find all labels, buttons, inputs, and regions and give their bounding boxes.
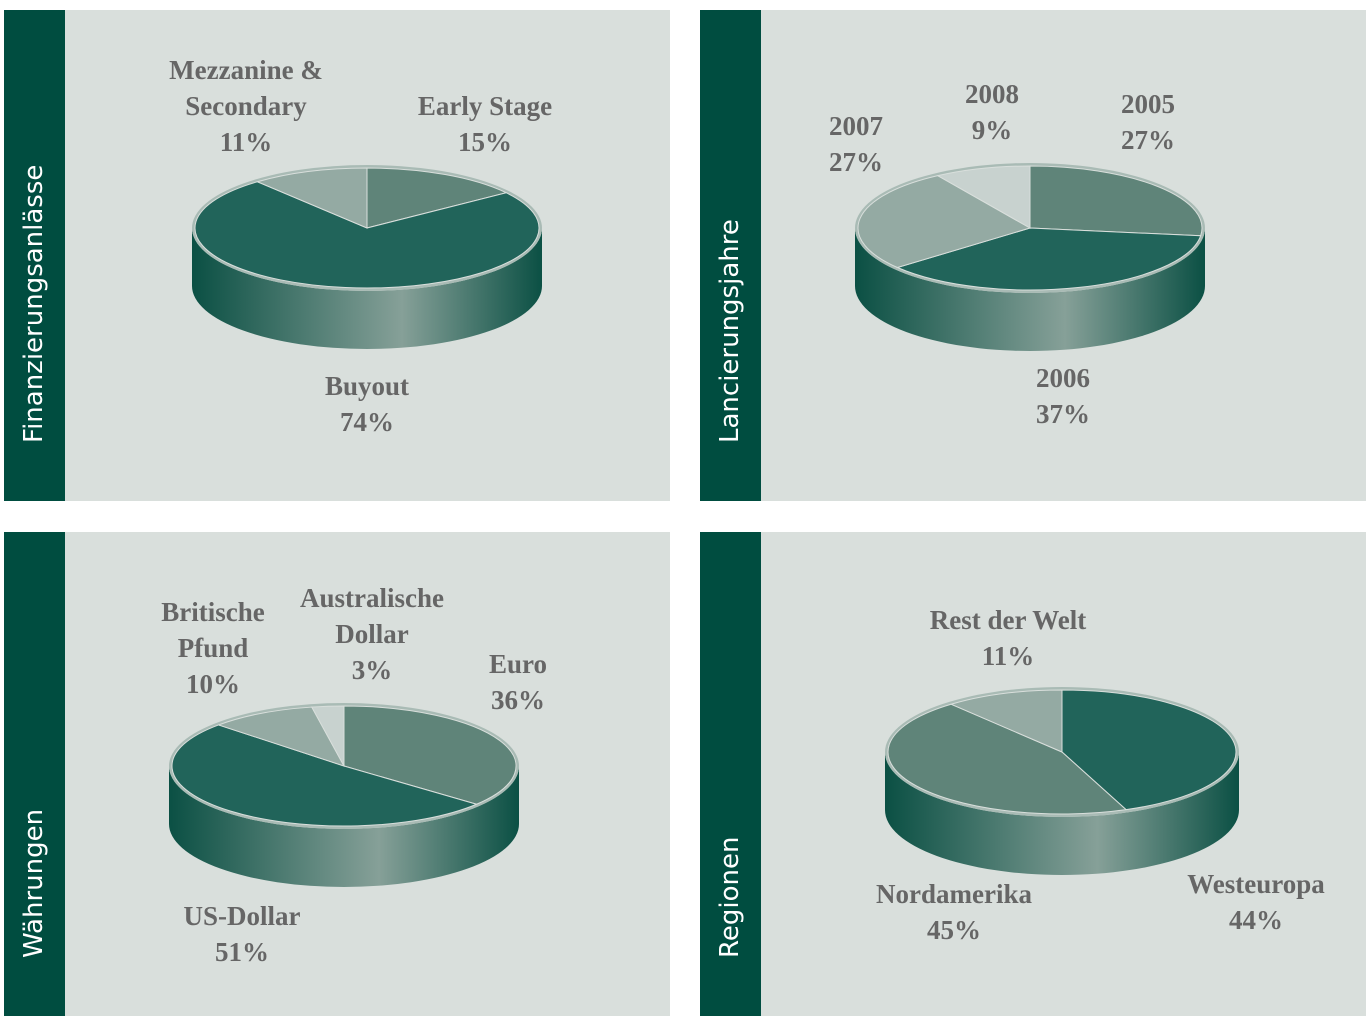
category-name: Early Stage bbox=[417, 91, 553, 121]
pie-slice bbox=[194, 181, 540, 289]
pie-slice bbox=[887, 703, 1128, 815]
slice-label: 2006 37% bbox=[1003, 360, 1123, 432]
category-name: Westeuropa bbox=[1187, 869, 1325, 899]
slice-label: Nordamerika 45% bbox=[854, 876, 1054, 948]
value-label: 10% bbox=[186, 669, 240, 699]
title-strip: Regionen bbox=[700, 532, 761, 1016]
pie-slice bbox=[857, 175, 1032, 269]
category-name: Rest der Welt bbox=[929, 605, 1087, 635]
pie-slice bbox=[1061, 689, 1237, 811]
pie-slice bbox=[949, 689, 1063, 753]
pie-slice bbox=[255, 167, 368, 229]
category-name: Nordamerika bbox=[876, 879, 1032, 909]
slice-label: Buyout 74% bbox=[267, 368, 467, 440]
pie bbox=[169, 703, 519, 887]
value-label: 3% bbox=[351, 655, 393, 685]
category-name: Buyout bbox=[324, 371, 410, 401]
slice-label: US-Dollar 51% bbox=[142, 898, 342, 970]
slice-label: Britische Pfund 10% bbox=[153, 594, 273, 702]
category-name: 2005 bbox=[1121, 89, 1175, 119]
slice-label: Westeuropa 44% bbox=[1156, 866, 1356, 938]
value-label: 44% bbox=[1229, 905, 1283, 935]
value-label: 36% bbox=[491, 685, 545, 715]
pie bbox=[855, 163, 1205, 351]
slice-label: Rest der Welt 11% bbox=[908, 602, 1108, 674]
pie-slice bbox=[896, 227, 1202, 291]
category-name: 2006 bbox=[1036, 363, 1090, 393]
panel: Finanzierungsanlässe bbox=[4, 10, 670, 501]
category-name: Mezzanine & Secondary bbox=[169, 55, 323, 121]
value-label: 9% bbox=[971, 115, 1013, 145]
pie-slice bbox=[343, 705, 517, 805]
pie-slice bbox=[310, 705, 345, 767]
pie-slice bbox=[171, 724, 479, 827]
value-label: 27% bbox=[829, 147, 883, 177]
value-label: 74% bbox=[340, 407, 394, 437]
value-label: 15% bbox=[458, 127, 512, 157]
category-name: Britische Pfund bbox=[161, 597, 265, 663]
value-label: 37% bbox=[1036, 399, 1090, 429]
value-label: 45% bbox=[927, 915, 981, 945]
pie bbox=[885, 687, 1239, 875]
pie-slice bbox=[936, 165, 1031, 229]
slice-label: Australische Dollar 3% bbox=[287, 580, 457, 688]
slice-label: Early Stage 15% bbox=[375, 88, 595, 160]
category-name: Australische Dollar bbox=[300, 583, 444, 649]
title-strip: Lancierungsjahre bbox=[700, 10, 761, 501]
title-strip: Währungen bbox=[4, 532, 65, 1016]
pie-slice bbox=[1029, 165, 1203, 237]
value-label: 11% bbox=[219, 127, 273, 157]
slice-label: 2005 27% bbox=[1088, 86, 1208, 158]
category-name: US-Dollar bbox=[183, 901, 301, 931]
category-name: 2008 bbox=[965, 79, 1019, 109]
value-label: 27% bbox=[1121, 125, 1175, 155]
slice-label: Euro 36% bbox=[458, 646, 578, 718]
pie bbox=[192, 165, 542, 349]
slice-label: 2007 27% bbox=[796, 108, 916, 180]
slice-label: Mezzanine & Secondary 11% bbox=[146, 52, 346, 160]
pie-side bbox=[885, 752, 1239, 875]
slice-label: 2008 9% bbox=[932, 76, 1052, 148]
pie-slice bbox=[217, 706, 346, 767]
pie-slice bbox=[366, 167, 508, 229]
pie-side bbox=[169, 766, 519, 887]
pie-side bbox=[192, 228, 542, 349]
value-label: 51% bbox=[215, 937, 269, 967]
category-name: Euro bbox=[488, 649, 548, 679]
value-label: 11% bbox=[981, 641, 1035, 671]
title-strip: Finanzierungsanlässe bbox=[4, 10, 65, 501]
panel: Lancierungsjahre bbox=[700, 10, 1366, 501]
category-name: 2007 bbox=[829, 111, 883, 141]
pie-side bbox=[855, 228, 1205, 351]
